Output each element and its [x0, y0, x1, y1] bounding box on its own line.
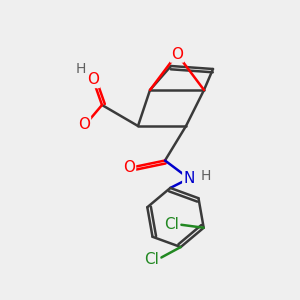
- Text: O: O: [87, 72, 99, 87]
- Text: O: O: [78, 117, 90, 132]
- Text: N: N: [183, 171, 195, 186]
- Text: Cl: Cl: [144, 251, 159, 266]
- Text: H: H: [75, 62, 85, 76]
- Text: O: O: [171, 46, 183, 62]
- Text: O: O: [123, 160, 135, 175]
- Text: H: H: [200, 169, 211, 182]
- Text: Cl: Cl: [164, 217, 179, 232]
